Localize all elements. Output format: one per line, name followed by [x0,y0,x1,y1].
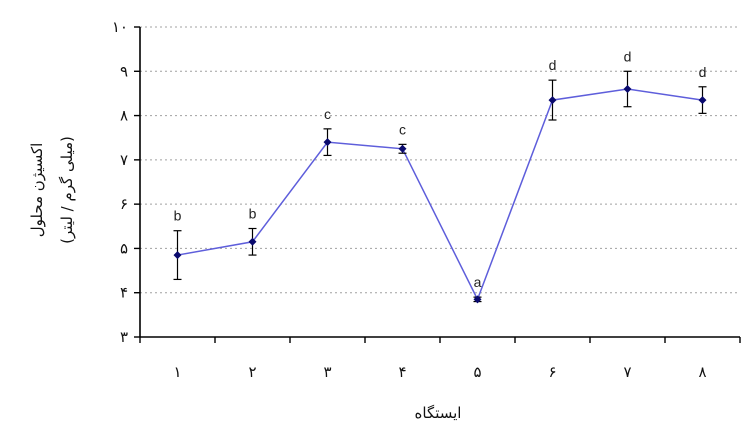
x-tick-label: ۵ [473,363,481,381]
point-label: d [624,48,632,64]
y-tick-label: ۷ [120,151,128,169]
data-point [323,138,332,147]
y-tick-label: ۶ [120,195,128,213]
data-point [473,295,482,304]
y-ticks: ۳ ۴ ۵ ۶ ۷ ۸ ۹ ۱۰ [112,18,140,346]
data-point [248,237,257,246]
gridlines [140,26,740,294]
x-tick-label: ۳ [323,363,331,381]
data-point [398,144,407,153]
point-label: b [249,206,257,222]
point-labels: b b c c a d d d [174,48,707,290]
data-point [623,85,632,93]
y-tick-label: ۱۰ [112,18,128,36]
x-tick-label: ۲ [248,363,256,381]
y-tick-label: ۵ [120,239,128,257]
point-label: c [324,106,331,122]
y-axis-title: اکسیژن محلول [28,143,46,238]
data-points [173,85,707,304]
x-tick-label: ۸ [698,363,706,381]
point-label: b [174,208,182,224]
point-label: a [474,274,482,290]
x-ticks: ۱ ۲ ۳ ۴ ۵ ۶ ۷ ۸ [139,337,741,381]
series-line [177,88,703,302]
x-tick-label: ۴ [398,363,406,381]
x-tick-label: ۷ [623,363,631,381]
x-axis-title: ایستگاه [415,404,462,422]
point-label: c [399,121,406,137]
y-axis-unit: (میلی گرم / لیتر) [58,136,76,244]
point-label: d [549,57,557,73]
x-tick-label: ۶ [548,363,556,381]
data-point [173,251,182,260]
y-tick-label: ۸ [120,107,128,125]
y-tick-label: ۹ [120,62,128,80]
y-tick-label: ۳ [120,328,128,346]
error-bars [173,70,707,303]
axes [139,27,740,338]
y-tick-label: ۴ [120,284,128,302]
data-point [548,96,557,105]
point-label: d [699,64,707,80]
data-point [698,96,707,105]
x-tick-label: ۱ [173,363,181,381]
